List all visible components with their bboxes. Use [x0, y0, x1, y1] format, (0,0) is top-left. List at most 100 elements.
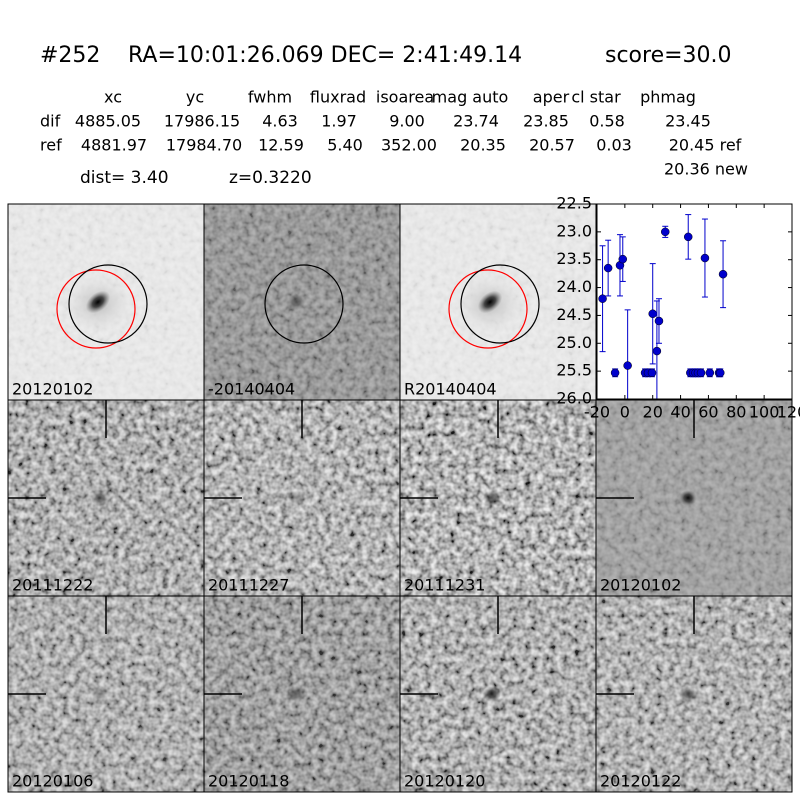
table-cell: 20.35 [460, 136, 506, 155]
stamp: 20120102 [595, 399, 793, 597]
x-tick-label: 0 [620, 403, 630, 422]
stamp-label: R20140404 [404, 380, 497, 399]
y-tick-label: 23.5 [556, 249, 592, 268]
x-tick-label: 120 [777, 403, 800, 422]
table-cell: 23.45 [665, 112, 711, 131]
table-cell: 23.74 [453, 112, 499, 131]
y-tick-label: 22.5 [556, 194, 592, 213]
table-cell: 20.57 [529, 136, 575, 155]
point [700, 253, 710, 263]
x-tick-label: 80 [726, 403, 746, 422]
series [598, 214, 728, 399]
y-tick-label: 25.5 [556, 361, 592, 380]
candidate-id: #252 [40, 43, 100, 68]
distance: dist= 3.40 [80, 168, 169, 188]
source [287, 294, 305, 310]
column-header: phmag [640, 88, 696, 107]
lightcurve: 22.5 23.0 23.5 24.0 24.5 25.0 25.5 26.0-20 0 20 40… [556, 194, 800, 422]
stamp: 20120118 [203, 595, 401, 793]
galaxy [85, 290, 111, 314]
point [623, 361, 632, 370]
score: score=30.0 [605, 43, 732, 68]
source [287, 686, 305, 702]
stamp-label: 20111222 [12, 576, 93, 595]
galaxy [477, 290, 503, 314]
stamp: 20120120 [399, 595, 597, 793]
redshift: z=0.3220 [229, 168, 312, 188]
point [654, 316, 664, 326]
column-header: fluxrad [310, 88, 366, 107]
table-cell: 4881.97 [81, 136, 147, 155]
table-cell: 0.03 [596, 136, 632, 155]
table-cell: 23.85 [523, 112, 569, 131]
table-cell: 20.45 ref [669, 136, 742, 155]
stamp: 20111231 [399, 399, 597, 597]
table-cell: 4.63 [262, 112, 298, 131]
point [603, 263, 613, 273]
stamp: -20140404 [203, 203, 401, 401]
aperture [56, 269, 136, 349]
y-tick-label: 26.0 [556, 389, 592, 408]
y-tick-label: 23.0 [556, 221, 592, 240]
aperture [448, 269, 528, 349]
point [705, 368, 715, 378]
stamp: R20140404 [399, 203, 597, 401]
stamp-label: 20111227 [208, 576, 289, 595]
aperture [460, 264, 540, 344]
stamp: 20111227 [203, 399, 401, 597]
point [661, 227, 670, 237]
stamp-label: 20111231 [404, 576, 485, 595]
new-mag: 20.36 new [664, 160, 748, 179]
table-cell: 9.00 [389, 112, 425, 131]
column-header: yc [186, 88, 204, 107]
table-cell: 1.97 [321, 112, 357, 131]
source [287, 490, 305, 506]
column-header: isoarea [376, 88, 434, 107]
x-tick-label: 40 [670, 403, 690, 422]
stamps: 20120102 -20140404 R20140404 20111222 201112… [7, 203, 793, 793]
x-tick-label: 60 [698, 403, 718, 422]
source [483, 490, 501, 506]
plot-frame [596, 203, 793, 400]
column-header: mag auto [432, 88, 509, 107]
stamp-label: 20120106 [12, 772, 93, 791]
table-cell: 17984.70 [166, 136, 242, 155]
point [648, 309, 657, 319]
column-header: cl star [571, 88, 621, 107]
column-header: fwhm [248, 88, 292, 107]
stamp-label: 20120120 [404, 772, 485, 791]
point [598, 294, 607, 303]
stamp: 20111222 [7, 399, 205, 597]
stamp: 20120122 [595, 595, 793, 793]
row-label: dif [40, 112, 61, 131]
aperture [68, 264, 148, 344]
aperture [264, 264, 344, 344]
column-header: aper [533, 88, 570, 107]
point [683, 232, 693, 242]
point [696, 368, 706, 378]
source [679, 686, 697, 702]
x-tick-label: -20 [584, 403, 610, 422]
source [483, 686, 501, 702]
point [618, 254, 628, 264]
table-cell: 4885.05 [75, 112, 141, 131]
table-cell: 17986.15 [164, 112, 240, 131]
y-tick-label: 24.0 [556, 277, 592, 296]
table-cell: 5.40 [327, 136, 363, 155]
source [91, 686, 109, 702]
stamp: 20120106 [7, 595, 205, 793]
y-tick-label: 24.5 [556, 305, 592, 324]
stamp-label: -20140404 [208, 380, 295, 399]
y-tick-label: 25.0 [556, 333, 592, 352]
x-tick-label: 20 [643, 403, 663, 422]
source [679, 490, 697, 506]
coordinates: RA=10:01:26.069 DEC= 2:41:49.14 [128, 43, 522, 68]
source [91, 490, 109, 506]
point [610, 368, 620, 378]
stamp-frame [595, 595, 793, 793]
stamp-label: 20120102 [600, 576, 681, 595]
stamp: 20120102 [7, 203, 205, 401]
point [718, 269, 728, 279]
point [716, 368, 725, 378]
